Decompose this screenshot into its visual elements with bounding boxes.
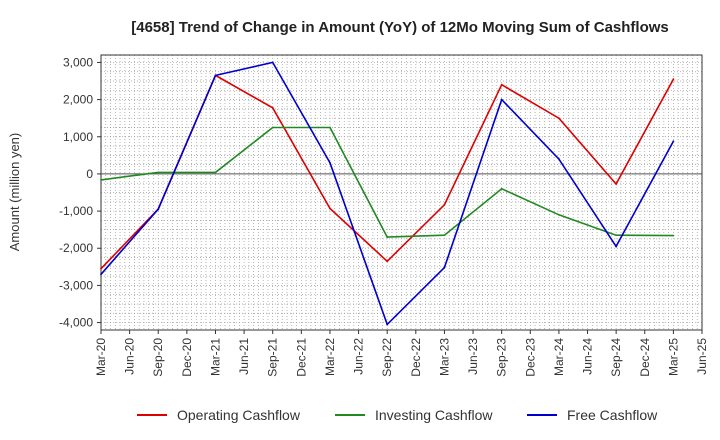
operating-cashflow-point [672,78,675,81]
y-tick-label: -2,000 [59,241,93,255]
legend-label: Operating Cashflow [177,407,301,423]
series-group [100,61,675,326]
operating-cashflow-point [615,183,618,185]
chart-title: [4658] Trend of Change in Amount (YoY) o… [131,19,669,36]
x-tick-label: Dec-24 [638,338,652,377]
legend-item-free-cashflow: Free Cashflow [527,407,658,423]
legend: Operating Cashflow Investing Cashflow Free… [137,407,658,423]
x-tick-label: Sep-22 [380,338,394,377]
legend-label: Free Cashflow [567,407,658,423]
x-tick-label: Dec-22 [409,338,423,377]
investing-cashflow-point [157,171,160,174]
free-cashflow-point [615,245,618,248]
operating-cashflow-point [100,267,102,270]
x-tick-label: Dec-21 [294,338,308,377]
x-tick-label: Jun-20 [123,338,137,375]
free-cashflow-point [443,266,446,269]
investing-cashflow-point [214,171,217,174]
x-tick-label: Mar-20 [94,338,108,376]
x-tick-label: Mar-21 [208,338,222,376]
x-tick-label: Mar-22 [323,338,337,376]
x-tick-label: Dec-23 [523,338,537,377]
free-cashflow-point [100,273,102,276]
x-tick-label: Mar-24 [552,338,566,376]
operating-cashflow-point [558,117,560,120]
free-cashflow-point [329,161,331,164]
operating-cashflow-point [271,106,274,109]
investing-cashflow-point [500,187,503,190]
free-cashflow-point [157,208,160,211]
x-tick-label: Sep-23 [495,338,509,377]
y-tick-label: 3,000 [63,55,93,69]
x-axis-ticks: Mar-20 Jun-20 Sep-20 Dec-20 Mar-21 Jun-21 Sep-… [94,330,709,377]
investing-cashflow-point [100,178,102,181]
x-tick-label: Jun-25 [695,338,709,375]
investing-cashflow-point [615,234,618,237]
free-cashflow-point [672,140,675,143]
x-tick-label: Jun-22 [352,338,366,375]
y-tick-label: 2,000 [63,93,93,107]
x-tick-label: Mar-23 [437,338,451,376]
y-tick-label: 0 [86,167,93,181]
free-cashflow-point [558,158,560,160]
y-tick-label: -1,000 [59,204,93,218]
investing-cashflow-point [558,213,560,216]
y-tick-label: -3,000 [59,278,93,292]
x-tick-label: Sep-24 [609,338,623,377]
investing-cashflow-point [271,126,274,129]
x-tick-label: Jun-21 [237,338,251,375]
free-cashflow-point [271,61,274,64]
x-tick-label: Dec-20 [180,338,194,377]
free-cashflow-point [500,98,503,101]
grid [101,55,702,330]
free-cashflow-point [386,323,389,326]
x-tick-label: Mar-25 [666,338,680,376]
free-cashflow-point [214,74,217,77]
legend-item-operating-cashflow: Operating Cashflow [137,407,301,423]
x-tick-label: Sep-20 [151,338,165,377]
x-tick-label: Jun-24 [581,338,595,375]
legend-label: Investing Cashflow [375,407,493,423]
y-tick-label: -4,000 [59,316,93,330]
investing-cashflow-point [386,236,389,238]
y-axis-ticks: 3,000 2,000 1,000 0 -1,000 -2,000 -3,000 -4,000 [59,55,101,330]
operating-cashflow-point [386,260,389,263]
legend-item-investing-cashflow: Investing Cashflow [335,407,493,423]
operating-cashflow-point [500,83,503,86]
x-tick-label: Jun-23 [466,338,480,375]
y-tick-label: 1,000 [63,130,93,144]
x-tick-label: Sep-21 [266,338,280,377]
y-axis-label: Amount (million yen) [7,133,22,252]
investing-cashflow-point [672,234,675,237]
operating-cashflow-point [329,207,331,210]
investing-cashflow-point [329,126,331,129]
investing-cashflow-point [443,234,446,237]
operating-cashflow-point [443,203,446,206]
plot-frame [100,54,703,331]
